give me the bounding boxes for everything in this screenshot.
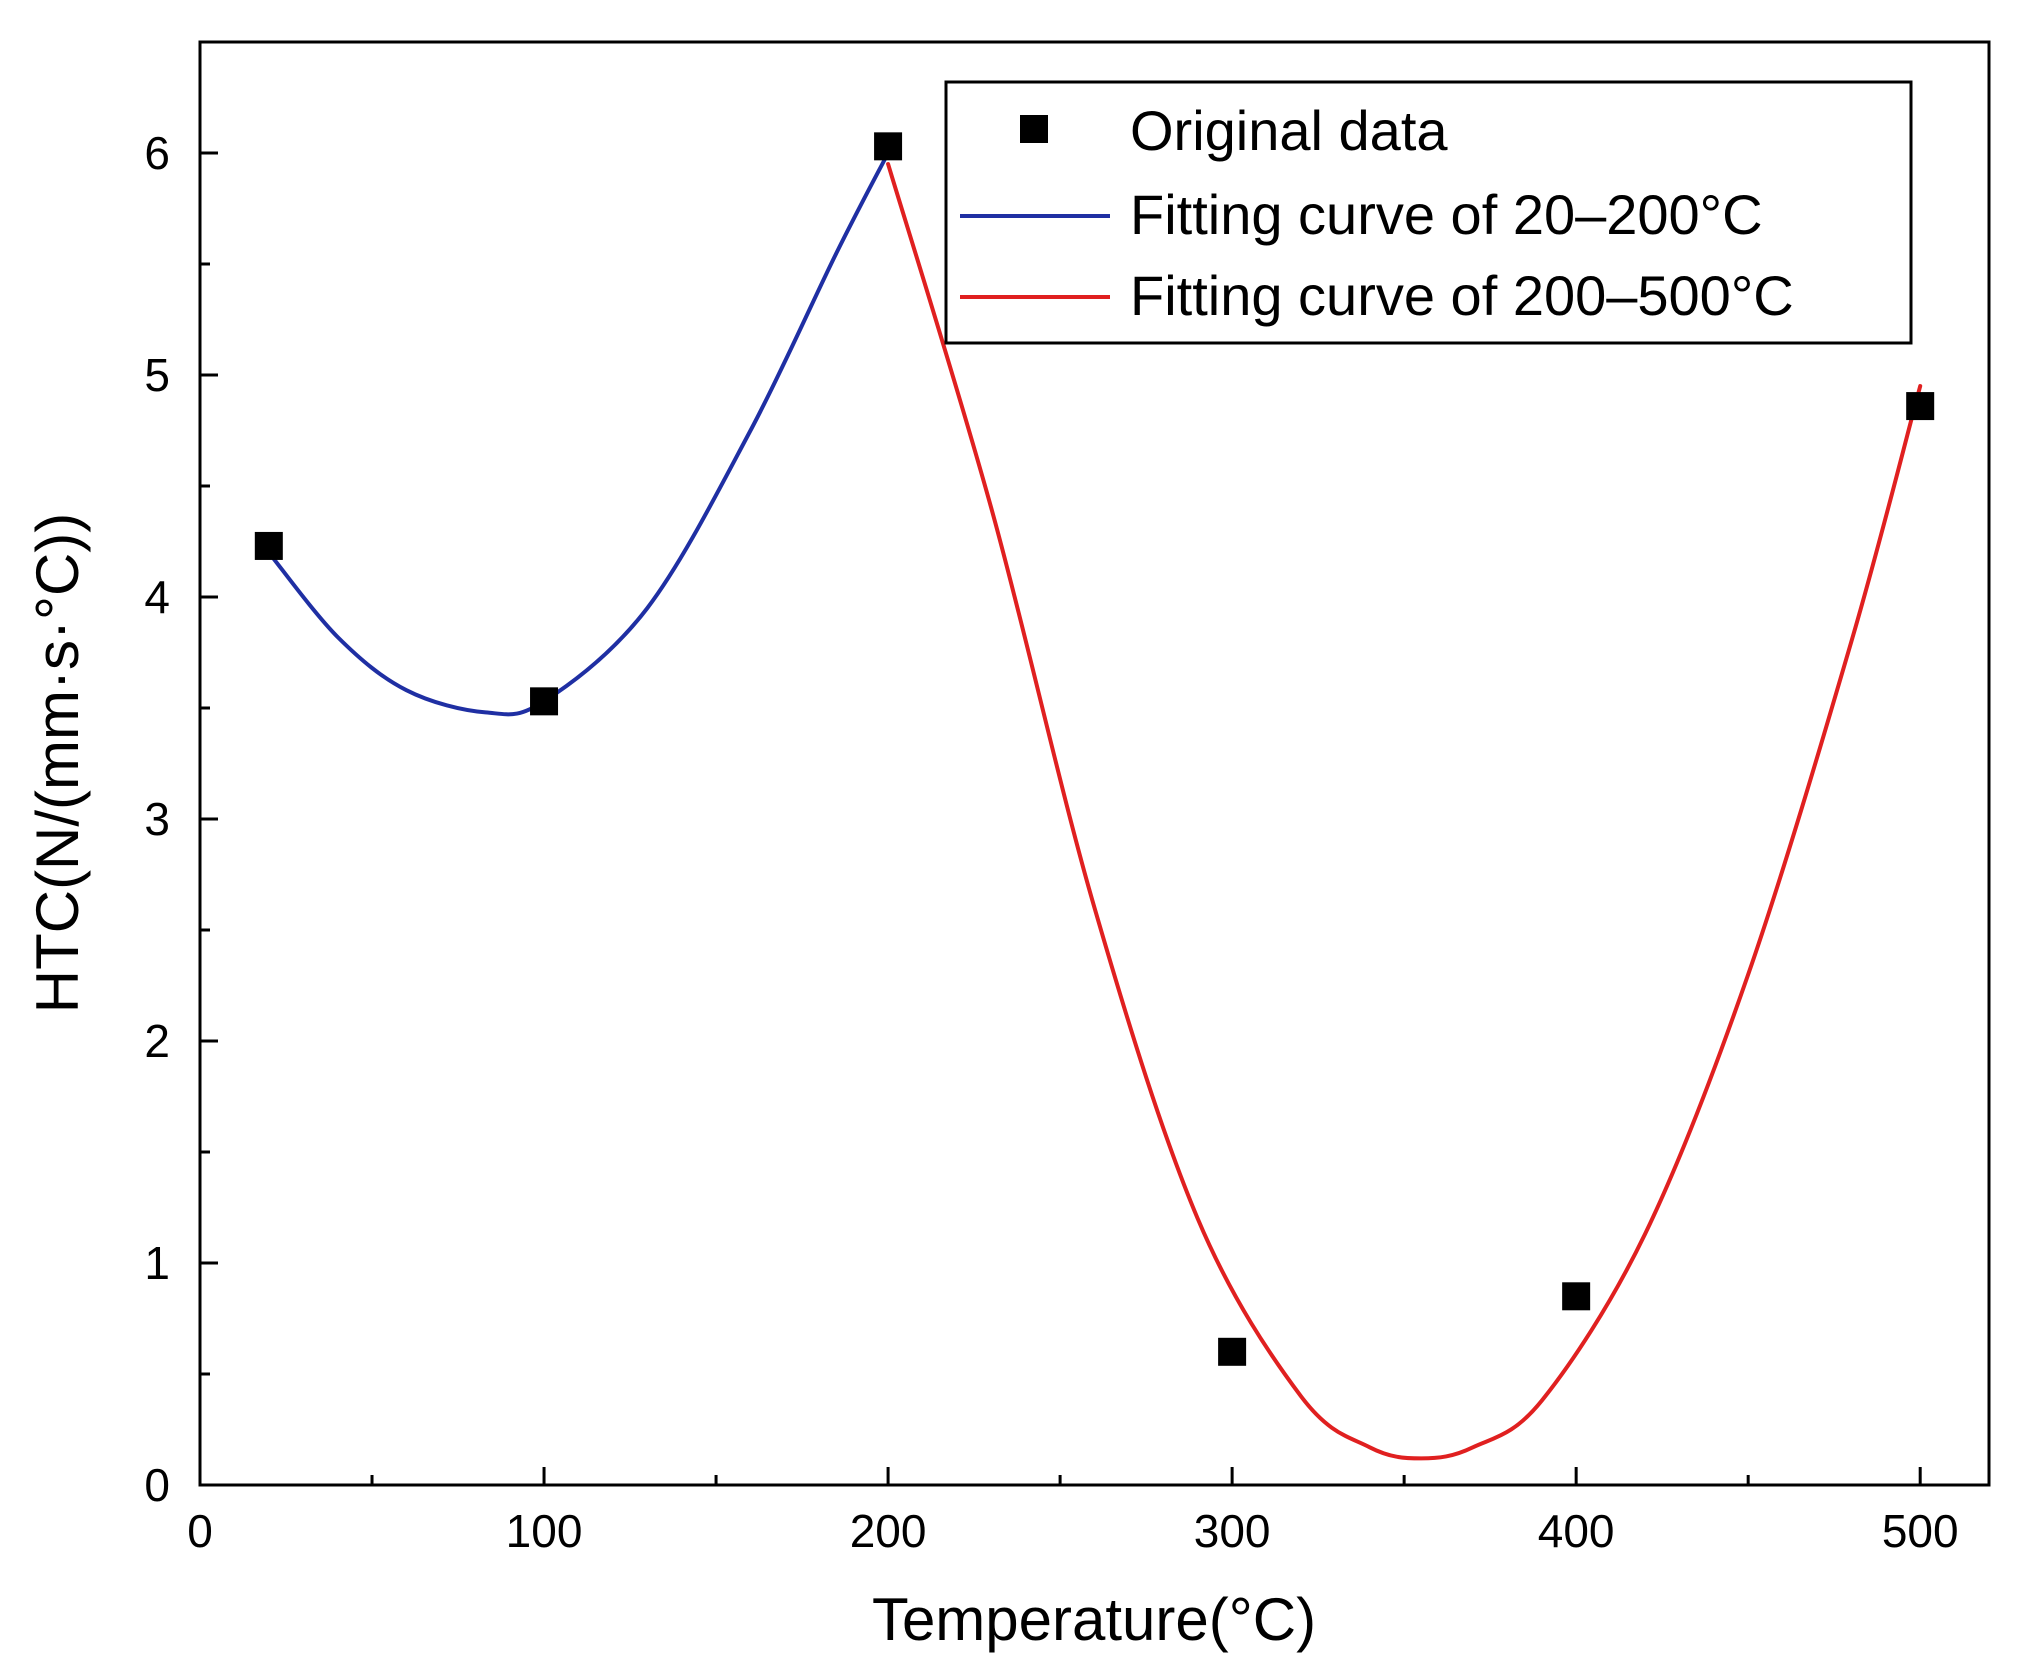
y-tick-label-2: 2 bbox=[144, 1015, 170, 1067]
legend: Original data Fitting curve of 20–200°C … bbox=[944, 80, 1913, 345]
data-point-200 bbox=[874, 132, 903, 161]
legend-box bbox=[944, 80, 1913, 345]
data-point-300 bbox=[1218, 1337, 1247, 1366]
data-point-400 bbox=[1562, 1282, 1591, 1311]
y-tick-label-5: 5 bbox=[144, 349, 170, 401]
plot-frame bbox=[198, 40, 1991, 1487]
legend-label-fit-200-500: Fitting curve of 200–500°C bbox=[1130, 264, 1794, 327]
x-tick-label-200: 200 bbox=[850, 1505, 927, 1557]
y-tick-label-6: 6 bbox=[144, 127, 170, 179]
x-tick-label-500: 500 bbox=[1882, 1505, 1959, 1557]
label-layer: 0 100 200 300 400 500 0 1 2 3 4 5 6 bbox=[144, 127, 1958, 1557]
y-axis-title: HTC(N/(mm·s·°C)) bbox=[24, 513, 91, 1013]
y-tick-label-0: 0 bbox=[144, 1459, 170, 1511]
fit-curve-1 bbox=[266, 151, 891, 717]
legend-label-original-data: Original data bbox=[1130, 99, 1448, 162]
y-tick-label-3: 3 bbox=[144, 793, 170, 845]
data-point-500 bbox=[1906, 392, 1935, 421]
y-tick-label-1: 1 bbox=[144, 1237, 170, 1289]
x-tick-label-0: 0 bbox=[187, 1505, 213, 1557]
legend-label-fit-20-200: Fitting curve of 20–200°C bbox=[1130, 183, 1763, 246]
y-tick-label-4: 4 bbox=[144, 571, 170, 623]
x-tick-label-100: 100 bbox=[506, 1505, 583, 1557]
legend-marker-original-data bbox=[1020, 115, 1048, 143]
data-point-100 bbox=[530, 687, 559, 716]
curve-layer bbox=[266, 151, 1923, 1461]
fit-curve-2 bbox=[886, 162, 1923, 1461]
data-point-20 bbox=[254, 531, 283, 560]
point-layer bbox=[254, 132, 1935, 1366]
x-tick-label-300: 300 bbox=[1194, 1505, 1271, 1557]
x-axis-title: Temperature(°C) bbox=[872, 1586, 1316, 1653]
tick-layer bbox=[198, 151, 1922, 1487]
x-tick-label-400: 400 bbox=[1538, 1505, 1615, 1557]
